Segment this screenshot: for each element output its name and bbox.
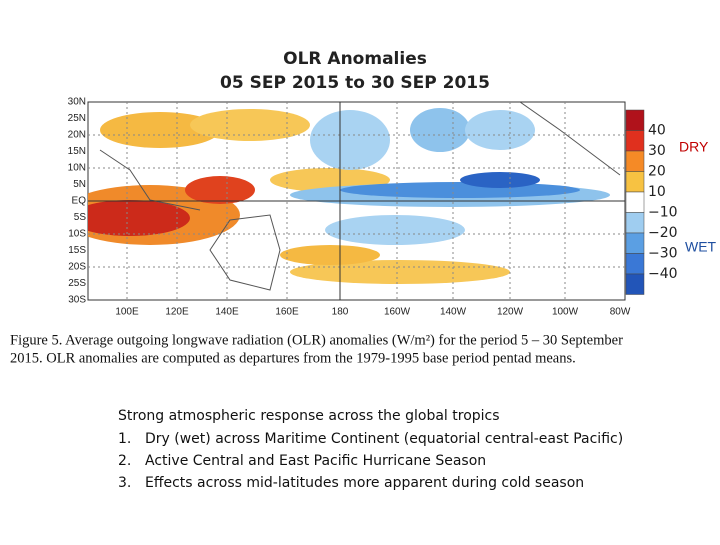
map-subtitle: 05 SEP 2015 to 30 SEP 2015 xyxy=(220,73,490,93)
neg-area xyxy=(340,182,580,198)
colorbar-segment xyxy=(625,130,645,152)
coastline xyxy=(99,149,201,211)
colorbar-label: −40 xyxy=(648,266,678,282)
bullet-text: Active Central and East Pacific Hurrican… xyxy=(145,453,486,469)
caption: Figure 5. Average outgoing longwave radi… xyxy=(10,332,623,348)
lat-label: 5S xyxy=(74,212,87,223)
caption: 2015. OLR anomalies are computed as depa… xyxy=(10,350,576,366)
lon-label: 100W xyxy=(552,307,579,318)
lat-label: 25N xyxy=(68,113,86,124)
lon-label: 160W xyxy=(384,307,411,318)
neg-area xyxy=(460,172,540,188)
lat-label: EQ xyxy=(72,196,87,207)
neg-area xyxy=(410,108,470,152)
lat-label: 10S xyxy=(68,229,86,240)
bullet-number: 1. xyxy=(118,431,131,447)
pos-area xyxy=(190,109,310,141)
colorbar: 40 30 20 10 −10 −20 −30 −40 xyxy=(625,109,678,295)
colorbar-label: −20 xyxy=(648,225,678,241)
neg-area xyxy=(310,110,390,170)
pos-area xyxy=(100,112,220,148)
lat-label: 15S xyxy=(68,245,86,256)
neg-area xyxy=(325,215,465,245)
pos-area xyxy=(290,260,510,284)
lat-label: 10N xyxy=(68,163,86,174)
colorbar-segment xyxy=(625,253,645,275)
pos-area xyxy=(280,245,380,265)
bullet-text: Effects across mid-latitudes more appare… xyxy=(145,475,584,491)
colorbar-label: 20 xyxy=(648,164,666,180)
lat-label: 20S xyxy=(68,262,86,273)
neg-area xyxy=(465,110,535,150)
colorbar-segment xyxy=(625,150,645,172)
lon-label: 120E xyxy=(165,307,189,318)
colorbar-segment xyxy=(625,109,645,131)
colorbar-label: 30 xyxy=(648,143,666,159)
lat-label: 5N xyxy=(73,179,86,190)
anomaly-field xyxy=(88,102,621,291)
lat-label: 15N xyxy=(68,146,86,157)
pos-area xyxy=(88,200,190,236)
map-title: OLR Anomalies xyxy=(283,49,427,69)
colorbar-label: 10 xyxy=(648,184,666,200)
lat-label: 30N xyxy=(68,97,86,108)
colorbar-label: −10 xyxy=(648,205,678,221)
lon-label: 100E xyxy=(115,307,139,318)
bullet-number: 2. xyxy=(118,453,131,469)
lat-label: 25S xyxy=(68,278,86,289)
colorbar-segment xyxy=(625,212,645,234)
lon-label: 180 xyxy=(332,307,349,318)
wet-label: WET xyxy=(685,239,717,255)
bullet-intro: Strong atmospheric response across the g… xyxy=(118,408,500,424)
lon-label: 140E xyxy=(215,307,239,318)
bullets: Strong atmospheric response across the g… xyxy=(118,408,623,491)
colorbar-label: 40 xyxy=(648,123,666,139)
lon-label: 120W xyxy=(497,307,524,318)
bullet-text: Dry (wet) across Maritime Continent (equ… xyxy=(145,431,623,447)
colorbar-segment xyxy=(625,273,645,295)
lon-label: 140W xyxy=(440,307,467,318)
colorbar-segment xyxy=(625,232,645,254)
dry-label: DRY xyxy=(679,139,709,155)
lat-label: 20N xyxy=(68,130,86,141)
colorbar-segment xyxy=(625,171,645,193)
colorbar-segment xyxy=(625,191,645,213)
map xyxy=(87,101,626,301)
bullet-number: 3. xyxy=(118,475,131,491)
pos-area xyxy=(185,176,255,204)
lat-label: 30S xyxy=(68,295,86,306)
lon-label: 80W xyxy=(610,307,631,318)
lon-label: 160E xyxy=(275,307,299,318)
coastline xyxy=(209,214,281,291)
colorbar-label: −30 xyxy=(648,246,678,262)
